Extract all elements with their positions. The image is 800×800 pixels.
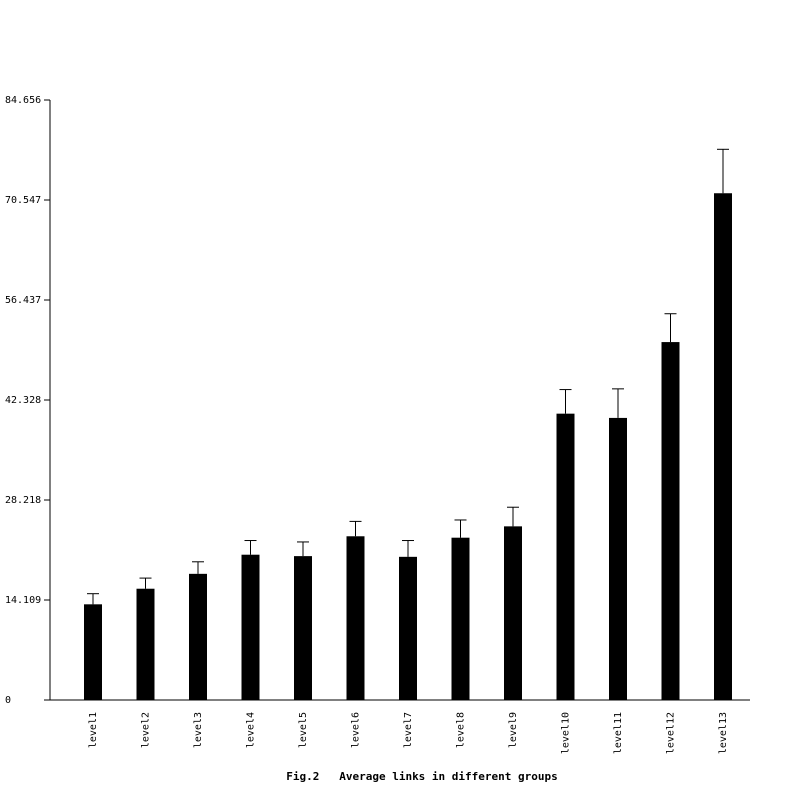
x-tick-label: level13	[718, 712, 729, 754]
x-tick-label: level3	[193, 712, 204, 748]
error-bar	[192, 561, 204, 574]
error-bar	[559, 389, 572, 414]
x-tick-label: level7	[403, 712, 414, 748]
error-bar	[664, 313, 677, 343]
y-tick-label: 0	[5, 695, 11, 706]
y-tick-label: 28.218	[5, 495, 41, 506]
bar	[136, 588, 155, 700]
x-tick-label: level11	[613, 712, 624, 754]
error-bar	[612, 388, 624, 418]
bar	[451, 537, 470, 700]
x-tick-label: level2	[141, 712, 152, 748]
bar	[294, 556, 312, 700]
x-tick-label: level6	[351, 712, 362, 748]
y-tick-label: 14.109	[5, 595, 41, 606]
x-tick-label: level8	[456, 712, 467, 748]
error-bar	[717, 148, 729, 194]
error-bar	[349, 520, 362, 537]
bar	[609, 417, 627, 700]
bar	[189, 573, 207, 700]
bar	[346, 536, 365, 700]
x-tick-label: level12	[666, 712, 677, 754]
error-bar	[297, 541, 309, 557]
y-tick-label: 56.437	[5, 295, 41, 306]
bar	[84, 604, 102, 700]
x-tick-label: level4	[246, 712, 257, 748]
error-bar	[139, 577, 152, 589]
bar	[556, 413, 575, 700]
chart-title: Fig.2 Average links in different groups	[286, 770, 558, 783]
y-tick-label: 42.328	[5, 395, 41, 406]
bar	[241, 554, 260, 700]
bar	[399, 556, 417, 700]
bar	[661, 342, 680, 700]
x-tick-label: level9	[508, 712, 519, 748]
y-tick-label: 70.547	[5, 195, 41, 206]
x-tick-label: level5	[298, 712, 309, 748]
error-bar	[244, 540, 257, 555]
error-bar	[87, 593, 99, 605]
y-tick-label: 84.656	[5, 95, 41, 106]
x-tick-label: level1	[88, 712, 99, 748]
error-bar	[507, 506, 519, 527]
error-bar	[454, 519, 467, 538]
error-bar	[402, 540, 414, 557]
bar	[504, 526, 522, 700]
x-tick-label: level10	[561, 712, 572, 754]
bar	[714, 193, 732, 701]
